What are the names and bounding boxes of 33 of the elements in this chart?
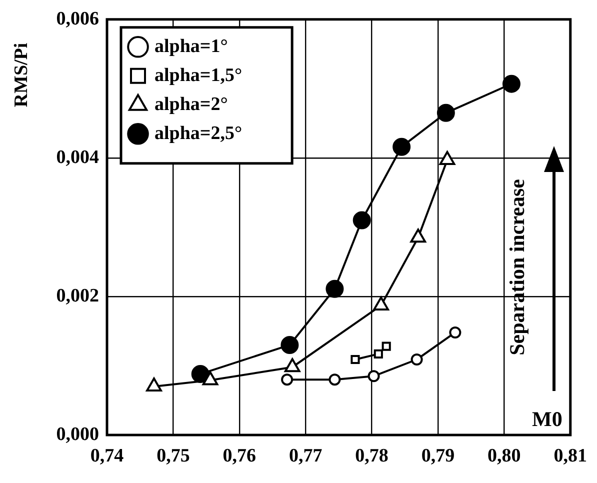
x-tick-label: 0,75 — [156, 445, 190, 466]
point — [392, 138, 411, 156]
y-tick-label: 0,006 — [56, 8, 99, 30]
point — [326, 280, 344, 298]
x-axis-title: M0 — [532, 406, 562, 431]
point — [382, 342, 391, 351]
point — [436, 104, 455, 122]
y-axis-title: RMS/Pi — [10, 42, 32, 108]
x-tick-label: 0,80 — [488, 445, 521, 466]
point — [350, 354, 360, 364]
point — [502, 74, 520, 93]
y-tick-label: 0,002 — [56, 285, 99, 306]
point — [449, 326, 462, 338]
x-tick-label: 0,81 — [554, 445, 587, 466]
legend-label: alpha=2° — [154, 94, 228, 115]
x-tick-label: 0,78 — [355, 445, 388, 466]
legend-label: alpha=2,5° — [154, 122, 242, 144]
point — [374, 349, 383, 358]
x-tick-label: 0,79 — [421, 445, 455, 466]
x-tick-label: 0,74 — [90, 445, 124, 466]
point — [368, 370, 380, 382]
point — [281, 374, 294, 386]
annotation: Separation increase — [504, 179, 529, 356]
point — [328, 374, 341, 386]
y-tick-label: 0,004 — [56, 146, 100, 168]
x-tick-label: 0,77 — [288, 445, 323, 466]
point — [352, 211, 371, 230]
point — [410, 354, 423, 366]
legend-label: alpha=1° — [154, 36, 228, 57]
y-tick-label: 0,000 — [56, 424, 99, 445]
legend-label: alpha=1,5° — [154, 64, 242, 86]
x-tick-label: 0,76 — [222, 445, 256, 466]
point — [280, 336, 299, 354]
